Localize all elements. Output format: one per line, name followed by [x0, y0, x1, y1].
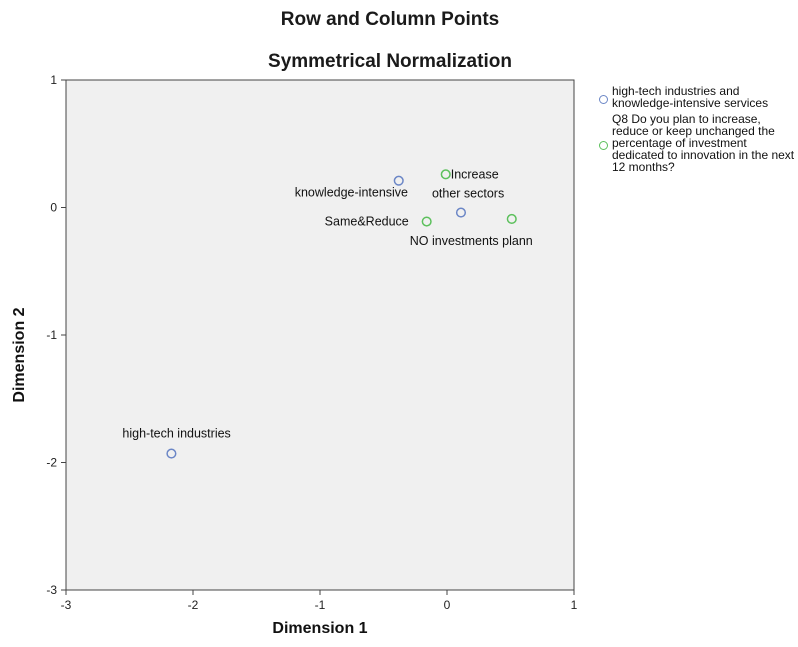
data-point-label: other sectors	[432, 187, 504, 201]
x-tick-label: -3	[61, 598, 72, 612]
data-point	[506, 213, 517, 225]
data-point-label: knowledge-intensive	[295, 186, 408, 200]
data-point-label: NO investments plann	[410, 234, 533, 248]
x-axis-title: Dimension 1	[272, 620, 367, 637]
data-points: knowledge-intensive other sectors high-tec…	[122, 167, 533, 459]
x-tick-label: 1	[571, 598, 578, 612]
legend-item-rows: high-tech industries and knowledge-inten…	[598, 85, 798, 109]
y-axis-title: Dimension 2	[11, 307, 28, 402]
chart-subtitle: Symmetrical Normalization	[268, 51, 512, 72]
x-tick-label: 0	[444, 598, 451, 612]
legend-item-columns: Q8 Do you plan to increase, reduce or ke…	[598, 113, 798, 173]
plot-area	[65, 79, 575, 591]
data-point	[393, 175, 404, 186]
y-tick-label: -3	[46, 583, 57, 597]
legend-label: high-tech industries and knowledge-inten…	[612, 84, 769, 110]
y-tick-label: -2	[46, 456, 57, 470]
data-point-label: Increase	[451, 167, 499, 181]
data-point	[421, 216, 432, 227]
circle-marker-icon	[599, 95, 608, 104]
axes: -3 -2 -1 0 1 -3 -2 -1 0 1	[46, 73, 577, 612]
data-point-label: Same&Reduce	[325, 215, 409, 229]
data-point	[455, 207, 467, 218]
data-point-label: high-tech industries	[122, 427, 230, 441]
x-tick-label: -1	[315, 598, 326, 612]
y-tick-label: 0	[50, 201, 57, 215]
x-tick-label: -2	[188, 598, 199, 612]
data-point	[440, 169, 451, 180]
circle-marker-icon	[599, 141, 608, 150]
chart-title: Row and Column Points	[280, 9, 500, 30]
data-point	[166, 448, 177, 459]
legend-label: Q8 Do you plan to increase, reduce or ke…	[612, 112, 795, 174]
y-tick-label: -1	[46, 328, 57, 342]
legend: high-tech industries and knowledge-inten…	[598, 85, 798, 177]
y-tick-label: 1	[50, 73, 57, 87]
